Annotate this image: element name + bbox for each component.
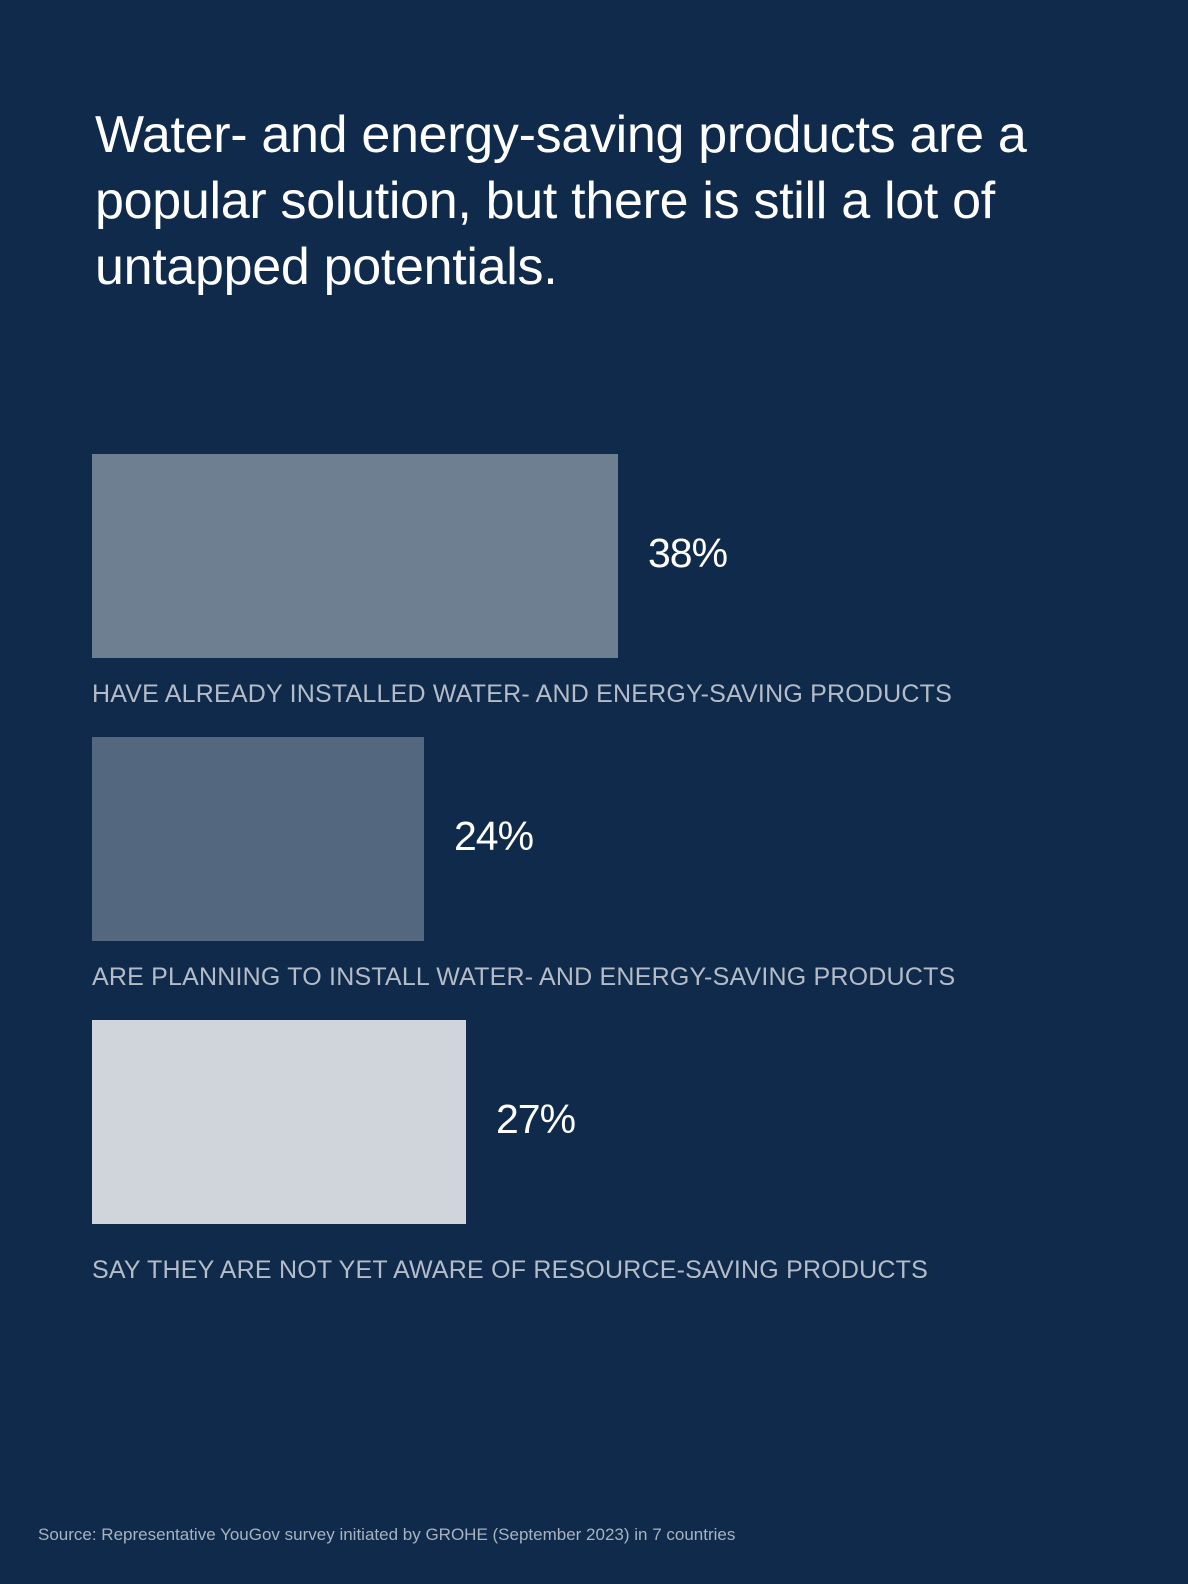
source-note: Source: Representative YouGov survey ini… bbox=[38, 1525, 736, 1544]
category-label: ARE PLANNING TO INSTALL WATER- AND ENERG… bbox=[92, 963, 956, 991]
data-label: 38% bbox=[648, 530, 728, 576]
bar bbox=[92, 454, 618, 658]
chart-title: Water- and energy-saving products are a … bbox=[95, 106, 1027, 296]
category-label: HAVE ALREADY INSTALLED WATER- AND ENERGY… bbox=[92, 680, 953, 708]
category-label: SAY THEY ARE NOT YET AWARE OF RESOURCE-S… bbox=[92, 1256, 928, 1284]
data-label: 27% bbox=[496, 1096, 576, 1142]
bar bbox=[92, 737, 424, 941]
data-label: 24% bbox=[454, 813, 534, 859]
bar bbox=[92, 1020, 466, 1224]
